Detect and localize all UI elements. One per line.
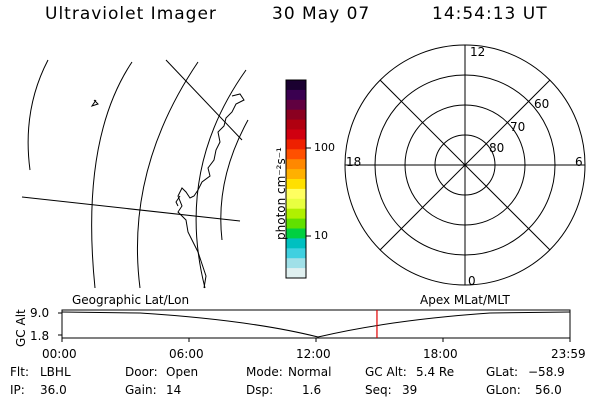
colorbar-cell (286, 99, 306, 111)
polar-diagonal-2 (379, 79, 551, 251)
colorbar-cell (286, 208, 306, 220)
colorbar-cell (286, 198, 306, 210)
polar-ring-60 (374, 74, 556, 256)
polar-ring-outer (344, 44, 586, 286)
colorbar-cell (286, 228, 306, 239)
glon-value: 56.0 (535, 383, 562, 397)
door-label: Door: (125, 365, 158, 379)
gain-label: Gain: (125, 383, 157, 397)
polar-lat-80: 80 (489, 141, 505, 155)
timeline-left-label: Geographic Lat/Lon (72, 293, 190, 307)
colorbar-tick-100: 100 (314, 141, 335, 154)
ip-value: 36.0 (40, 383, 67, 397)
ip-label: IP: (10, 383, 25, 397)
colorbar-cell (286, 169, 306, 180)
colorbar-cell (286, 248, 306, 259)
longitude-line-2 (165, 59, 243, 141)
date-display: 30 May 07 (272, 4, 371, 24)
colorbar-cell (286, 139, 306, 150)
polar-lat-70: 70 (510, 120, 526, 134)
gain-value: 14 (166, 383, 182, 397)
colorbar-cell (286, 129, 306, 140)
colorbar-cell (286, 218, 306, 229)
colorbar-cell (286, 268, 306, 279)
timeline-x-tick-1200: 12:00 (296, 347, 331, 361)
colorbar-cell (286, 109, 306, 121)
colorbar-cell (286, 179, 306, 190)
timeline-y-tick-1-8: 1.8 (30, 329, 50, 343)
altitude-curve (61, 311, 571, 338)
colorbar-tick-10: 10 (314, 229, 328, 242)
door-value: Open (166, 365, 199, 379)
dsp-label: Dsp: (246, 383, 274, 397)
colorbar-cell (286, 159, 306, 170)
colorbar-cell (286, 238, 306, 249)
timeline-y-tick-9: 9.0 (30, 306, 50, 320)
gc-alt-value: 5.4 Re (416, 365, 455, 379)
time-display: 14:54:13 UT (432, 4, 548, 24)
polar-diagonal-1 (379, 79, 551, 251)
latitude-arc-2 (91, 61, 133, 289)
glat-value: −58.9 (528, 365, 565, 379)
colorbar-cell (286, 149, 306, 160)
app-title: Ultraviolet Imager (45, 4, 217, 24)
timeline-x-tick-0000: 00:00 (42, 347, 77, 361)
timeline-x-tick-1800: 18:00 (423, 347, 458, 361)
colorbar-cell (286, 188, 306, 200)
polar-ring-70 (404, 104, 526, 226)
colorbar-unit-label: photon cm⁻²s⁻¹ (274, 147, 288, 240)
timeline-right-label: Apex MLat/MLT (420, 293, 510, 307)
mode-value: Normal (288, 365, 332, 379)
polar-label-6: 6 (575, 155, 583, 169)
latitude-arc-1 (27, 59, 49, 171)
colorbar-cell (286, 258, 306, 269)
timeline-y-axis-title: GC Alt (14, 309, 28, 347)
mode-label: Mode: (246, 365, 283, 379)
small-island (90, 99, 99, 107)
glat-label: GLat: (486, 365, 519, 379)
timeline-x-tick-0600: 06:00 (169, 347, 204, 361)
longitude-line-1 (21, 196, 241, 222)
coastline (175, 93, 245, 289)
colorbar-cell (286, 89, 306, 101)
colorbar-cell (286, 80, 306, 91)
latitude-arc-4 (195, 69, 247, 289)
flt-label: Flt: (10, 365, 29, 379)
glon-label: GLon: (486, 383, 521, 397)
polar-lat-60: 60 (534, 97, 550, 111)
dsp-value: 1.6 (302, 383, 322, 397)
gc-alt-label: GC Alt: (365, 365, 407, 379)
latitude-arc-3 (136, 61, 199, 289)
colorbar-cell (286, 119, 306, 130)
polar-label-12: 12 (470, 45, 486, 59)
latitude-arc-5 (220, 119, 249, 241)
seq-value: 39 (402, 383, 418, 397)
polar-label-0: 0 (468, 274, 476, 288)
timeline-x-tick-2359: 23:59 (551, 347, 586, 361)
polar-ring-80 (434, 134, 496, 196)
seq-label: Seq: (365, 383, 392, 397)
polar-label-18: 18 (346, 155, 362, 169)
flt-value: LBHL (40, 365, 71, 379)
